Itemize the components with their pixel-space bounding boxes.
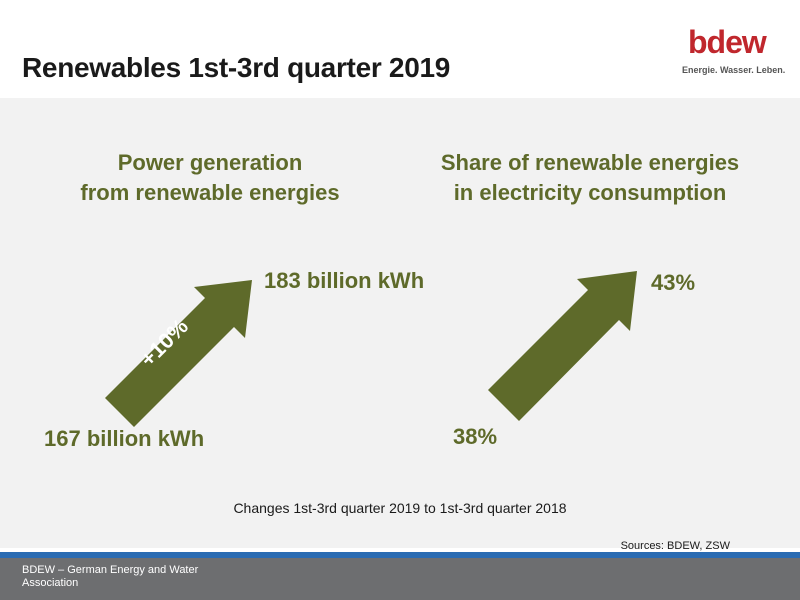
- right-growth-arrow: [488, 271, 637, 421]
- left-heading-line2: from renewable energies: [80, 180, 340, 205]
- right-heading-line1: Share of renewable energies: [440, 150, 740, 175]
- left-heading-line1: Power generation: [117, 150, 303, 175]
- footer: BDEW – German Energy and Water Associati…: [0, 558, 800, 600]
- sources-note: Sources: BDEW, ZSW: [620, 540, 730, 552]
- left-end-value: 183 billion kWh: [264, 268, 425, 293]
- right-start-value: 38%: [453, 424, 498, 449]
- footer-accent-bar: [0, 552, 800, 558]
- logo-tagline: Energie. Wasser. Leben.: [682, 65, 786, 75]
- page-title: Renewables 1st-3rd quarter 2019: [22, 52, 451, 83]
- left-start-value: 167 billion kWh: [44, 426, 205, 451]
- right-heading-line2: in electricity consumption: [453, 180, 727, 205]
- changes-note: Changes 1st-3rd quarter 2019 to 1st-3rd …: [233, 500, 567, 516]
- left-growth-arrow: [105, 280, 252, 427]
- left-heading: Power generation from renewable energies: [40, 148, 380, 208]
- right-heading: Share of renewable energies in electrici…: [410, 148, 770, 208]
- content-panel: [0, 98, 800, 548]
- footer-org-name: BDEW – German Energy and Water Associati…: [22, 564, 199, 589]
- right-end-value: 43%: [651, 270, 696, 295]
- logo-wordmark: bdew: [688, 24, 767, 60]
- bdew-logo: bdew Energie. Wasser. Leben.: [682, 24, 786, 80]
